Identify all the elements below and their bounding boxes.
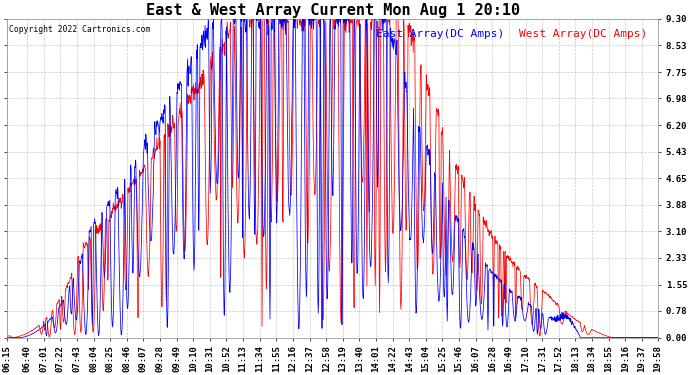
Text: Copyright 2022 Cartronics.com: Copyright 2022 Cartronics.com xyxy=(8,26,150,34)
Title: East & West Array Current Mon Aug 1 20:10: East & West Array Current Mon Aug 1 20:1… xyxy=(146,3,520,18)
Legend: East Array(DC Amps), West Array(DC Amps): East Array(DC Amps), West Array(DC Amps) xyxy=(363,25,652,44)
